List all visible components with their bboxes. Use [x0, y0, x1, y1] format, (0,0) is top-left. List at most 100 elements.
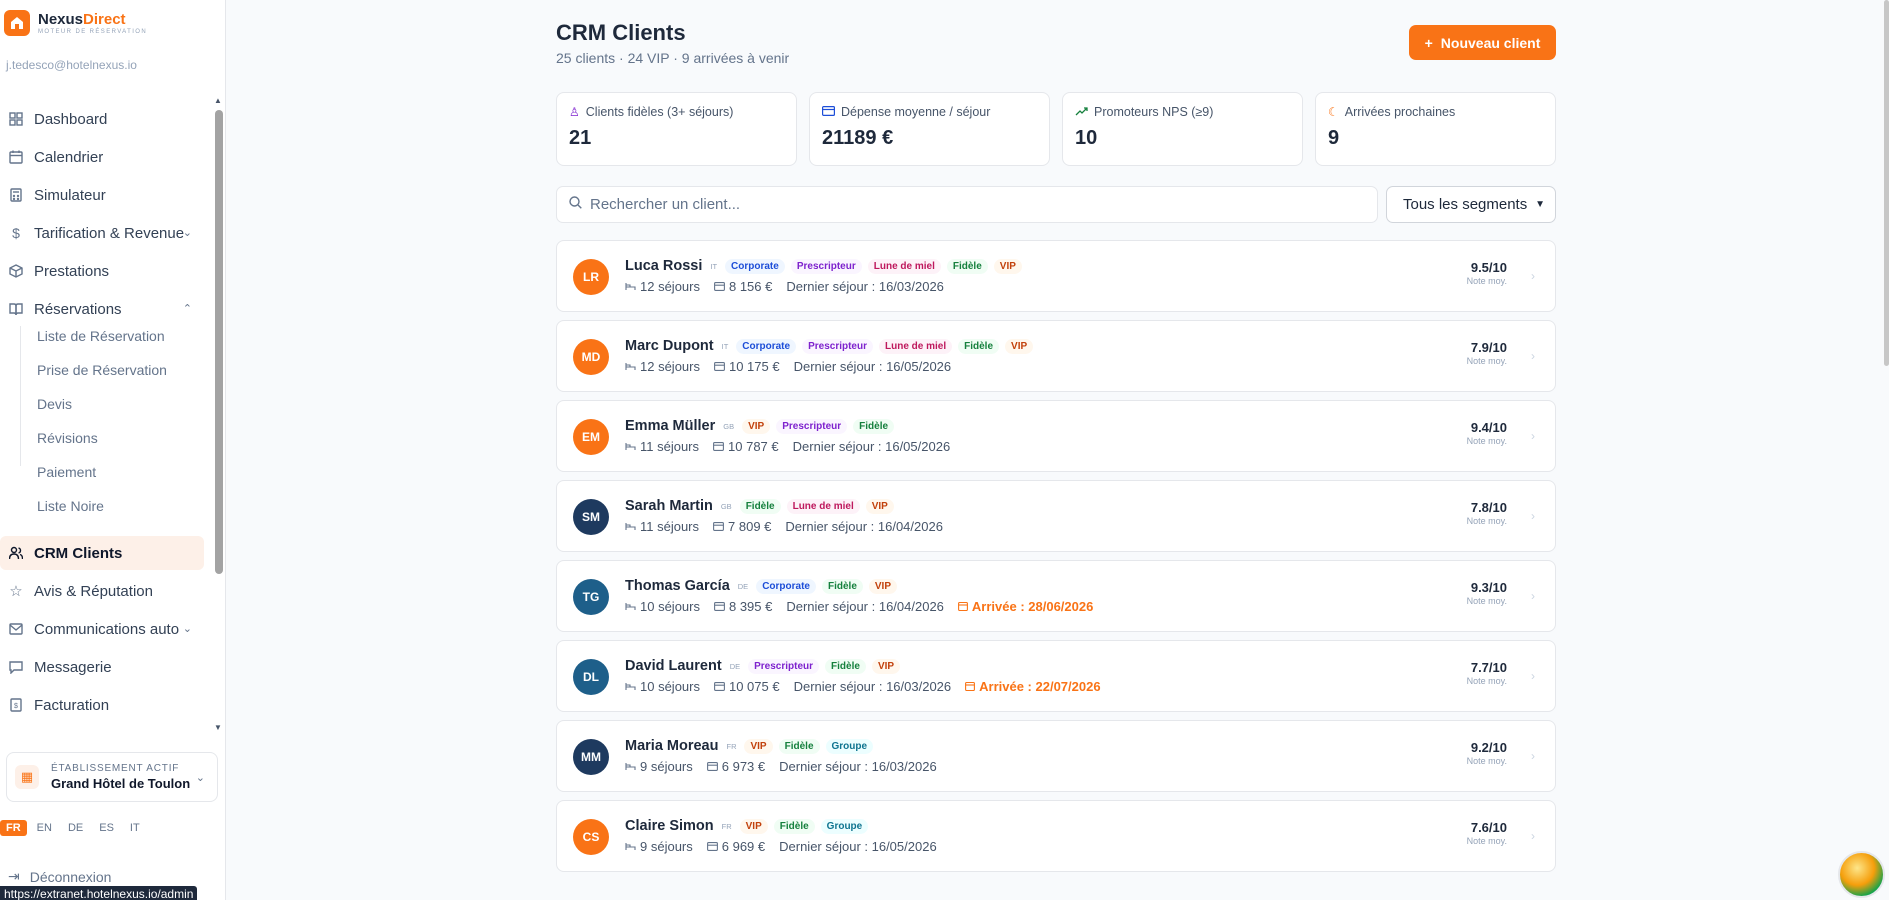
stays-count: 11 séjours: [640, 439, 700, 454]
stat-value: 10: [1075, 127, 1098, 149]
subnav-item-blacklist[interactable]: Liste Noire: [37, 498, 104, 514]
subnav-item-quotes[interactable]: Devis: [37, 396, 73, 412]
subnav-item-reservation-list[interactable]: Liste de Réservation: [37, 328, 165, 344]
subnav-item-payment[interactable]: Paiement: [37, 464, 97, 480]
stays-meta: 12 séjours: [625, 279, 700, 294]
stays-meta: 11 séjours: [625, 439, 699, 454]
client-row[interactable]: DL David Laurent DE Prescripteur Fidèle VI…: [556, 640, 1556, 712]
sidebar-item-calendar[interactable]: Calendrier: [0, 140, 204, 174]
sidebar-item-dashboard[interactable]: Dashboard: [0, 102, 204, 136]
stays-meta: 9 séjours: [625, 759, 693, 774]
logout-label: Déconnexion: [29, 868, 112, 885]
bed-icon: [625, 679, 636, 694]
lang-en[interactable]: EN: [36, 822, 52, 834]
subnav-item-reservation-new[interactable]: Prise de Réservation: [37, 362, 167, 378]
average-score: 7.7/10: [1470, 660, 1507, 675]
sidebar-item-billing[interactable]: $ Facturation: [0, 688, 204, 722]
bed-icon: [625, 519, 636, 534]
score-block: 7.6/10 Note moy.: [1467, 820, 1507, 846]
segment-select[interactable]: Tous les segments ▼: [1386, 186, 1556, 223]
lang-de[interactable]: DE: [67, 822, 84, 834]
segment-tag: VIP: [865, 498, 894, 514]
avatar-initials: CS: [582, 830, 600, 844]
sidebar-item-label: Communications auto: [34, 620, 180, 638]
lang-es[interactable]: ES: [99, 822, 114, 834]
assistant-avatar-button[interactable]: [1838, 851, 1885, 898]
last-stay: Dernier séjour : 16/05/2026: [779, 839, 937, 854]
score-label: Note moy.: [1466, 756, 1507, 766]
segment-tag: VIP: [871, 658, 901, 674]
status-bar-url: https://extranet.hotelnexus.io/admin: [0, 886, 198, 900]
total-spend: 8 395 €: [728, 599, 773, 614]
stays-count: 10 séjours: [640, 679, 700, 694]
establishment-selector[interactable]: ▦ ÉTABLISSEMENT ACTIF Grand Hôtel de Tou…: [6, 752, 218, 802]
client-row[interactable]: LR Luca Rossi IT Corporate Prescripteur Lu…: [556, 240, 1556, 312]
segment-tag: Fidèle: [853, 418, 895, 434]
client-row[interactable]: MM Maria Moreau FR VIP Fidèle Groupe 9 séj…: [556, 720, 1556, 792]
sidebar-item-communications[interactable]: Communications auto ⌄: [0, 612, 204, 646]
grid-icon: [8, 111, 24, 127]
client-row[interactable]: SM Sarah Martin GB Fidèle Lune de miel VIP…: [556, 480, 1556, 552]
bed-icon: [625, 439, 636, 454]
avatar: CS: [573, 819, 609, 855]
new-client-button[interactable]: + Nouveau client: [1409, 25, 1556, 60]
scroll-down-icon[interactable]: ▼: [214, 723, 222, 732]
segment-tag: Fidèle: [778, 738, 820, 754]
bed-icon: [625, 759, 636, 774]
lang-fr[interactable]: FR: [0, 820, 27, 836]
avatar: LR: [573, 259, 609, 295]
avatar: MD: [573, 339, 609, 375]
client-name: Maria Moreau: [625, 738, 719, 754]
credit-card-icon: [706, 839, 718, 854]
client-row[interactable]: TG Thomas García DE Corporate Fidèle VIP 1…: [556, 560, 1556, 632]
subnav-item-revisions[interactable]: Révisions: [37, 430, 98, 446]
credit-card-icon: [714, 279, 725, 294]
client-row[interactable]: MD Marc Dupont IT Corporate Prescripteur L…: [556, 320, 1556, 392]
segment-tag: Corporate: [725, 258, 785, 274]
client-row[interactable]: EM Emma Müller GB VIP Prescripteur Fidèle …: [556, 400, 1556, 472]
sidebar-item-pricing[interactable]: $ Tarification & Revenue ⌄: [0, 216, 204, 250]
stays-count: 12 séjours: [640, 359, 700, 374]
moon-icon: ☾: [1328, 105, 1339, 119]
segment-tag: VIP: [868, 578, 898, 594]
page-scrollbar[interactable]: [1884, 0, 1889, 366]
score-label: Note moy.: [1466, 516, 1507, 526]
avatar-initials: MD: [581, 350, 601, 364]
scroll-up-icon[interactable]: ▲: [214, 96, 222, 105]
segment-tag: VIP: [739, 818, 768, 834]
avatar-initials: TG: [582, 590, 600, 604]
segment-tag: Corporate: [736, 338, 797, 354]
client-country: GB: [720, 501, 732, 511]
segment-tag: VIP: [993, 258, 1022, 274]
credit-card-icon: [714, 359, 725, 374]
sidebar-item-messaging[interactable]: Messagerie: [0, 650, 204, 684]
sidebar-item-crm[interactable]: CRM Clients: [0, 536, 204, 570]
sidebar-item-reviews[interactable]: ☆ Avis & Réputation: [0, 574, 204, 608]
client-row[interactable]: CS Claire Simon FR VIP Fidèle Groupe 9 séj…: [556, 800, 1556, 872]
last-stay: Dernier séjour : 16/05/2026: [793, 359, 952, 374]
lang-it[interactable]: IT: [129, 822, 140, 834]
average-score: 7.8/10: [1470, 500, 1507, 515]
plus-icon: +: [1424, 34, 1433, 51]
chevron-right-icon: ›: [1531, 669, 1535, 683]
search-input[interactable]: [590, 196, 1350, 213]
segment-tag: Lune de miel: [786, 498, 860, 514]
sidebar-item-simulator[interactable]: Simulateur: [0, 178, 204, 212]
sidebar-scroll-thumb[interactable]: [215, 110, 223, 574]
sidebar-item-services[interactable]: Prestations: [0, 254, 204, 288]
segment-tag: Lune de miel: [867, 258, 941, 274]
arrival-meta: Arrivée : 28/06/2026: [957, 599, 1093, 614]
client-country: DE: [729, 661, 741, 671]
sidebar-item-label: Messagerie: [34, 658, 112, 676]
sidebar-item-label: Facturation: [34, 696, 110, 714]
score-label: Note moy.: [1466, 676, 1507, 686]
chevron-right-icon: ›: [1531, 509, 1535, 523]
language-switcher: FR EN DE ES IT: [0, 820, 146, 836]
client-country: DE: [737, 581, 749, 591]
sidebar-scrollbar[interactable]: ▲ ▼: [212, 96, 224, 732]
sidebar-item-reservations[interactable]: Réservations ⌃: [0, 292, 204, 326]
stays-meta: 12 séjours: [625, 359, 700, 374]
logout-button[interactable]: ⇥ Déconnexion: [8, 868, 111, 885]
brand[interactable]: NexusDirect MOTEUR DE RÉSERVATION: [4, 10, 147, 36]
avatar-initials: DL: [583, 670, 599, 684]
